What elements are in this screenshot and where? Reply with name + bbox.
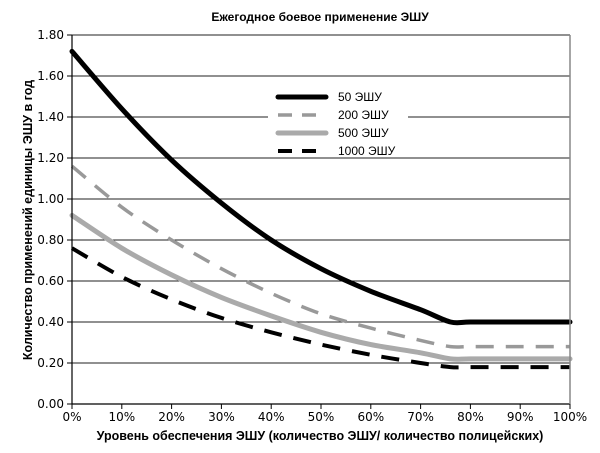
y-tick-label: 0.20: [37, 356, 64, 370]
y-axis-ticks: 0.00 0.20 0.40 0.60 0.80 1.00 1.20 1.40 1.60 1.80: [37, 28, 72, 411]
chart-title: Ежегодное боевое применение ЭШУ: [211, 10, 429, 24]
series-lines: [69, 48, 573, 370]
y-tick-label: 1.40: [37, 110, 64, 124]
x-tick-label: 70%: [407, 410, 434, 424]
y-tick-label: 0.00: [37, 397, 64, 411]
y-tick-label: 1.80: [37, 28, 64, 42]
x-tick-label: 10%: [108, 410, 135, 424]
y-tick-label: 0.60: [37, 274, 64, 288]
y-tick-label: 0.40: [37, 315, 64, 329]
series-line-500-ЭШУ: [69, 212, 573, 362]
y-tick-label: 1.00: [37, 192, 64, 206]
y-tick-label: 1.20: [37, 151, 64, 165]
x-tick-label: 100%: [553, 410, 587, 424]
legend-label: 50 ЭШУ: [338, 90, 382, 104]
x-axis-ticks: 0% 10% 20% 30% 40% 50% 60% 70% 80% 90% 100%: [62, 404, 587, 424]
y-tick-label: 1.60: [37, 69, 64, 83]
x-tick-label: 60%: [357, 410, 384, 424]
x-tick-label: 40%: [258, 410, 285, 424]
series-line-50-ЭШУ: [69, 48, 573, 326]
series-line-1000-ЭШУ: [71, 246, 570, 370]
y-axis-label: Количество применений единицы ЭШУ в год: [21, 80, 35, 360]
legend-label: 1000 ЭШУ: [338, 144, 396, 158]
legend: 50 ЭШУ 200 ЭШУ 500 ЭШУ 1000 ЭШУ: [268, 84, 408, 158]
x-axis-label: Уровень обеспечения ЭШУ (количество ЭШУ/…: [97, 429, 544, 443]
legend-label: 200 ЭШУ: [338, 108, 389, 122]
x-tick-label: 90%: [507, 410, 534, 424]
x-tick-label: 20%: [158, 410, 185, 424]
x-tick-label: 50%: [308, 410, 335, 424]
x-tick-label: 80%: [457, 410, 484, 424]
y-tick-label: 0.80: [37, 233, 64, 247]
x-tick-label: 30%: [208, 410, 235, 424]
legend-label: 500 ЭШУ: [338, 126, 389, 140]
grid: [72, 34, 570, 364]
x-tick-label: 0%: [62, 410, 81, 424]
series-line-200-ЭШУ: [70, 164, 570, 349]
